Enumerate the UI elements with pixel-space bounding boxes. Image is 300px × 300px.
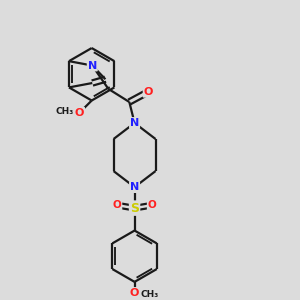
Text: O: O [144,87,153,97]
Text: CH₃: CH₃ [141,290,159,299]
Text: O: O [113,200,122,210]
Text: O: O [75,108,84,118]
Text: N: N [130,118,139,128]
Text: N: N [130,182,139,192]
Text: CH₃: CH₃ [55,107,74,116]
Text: N: N [88,61,97,70]
Text: S: S [130,202,139,214]
Text: O: O [130,288,139,298]
Text: O: O [148,200,156,210]
